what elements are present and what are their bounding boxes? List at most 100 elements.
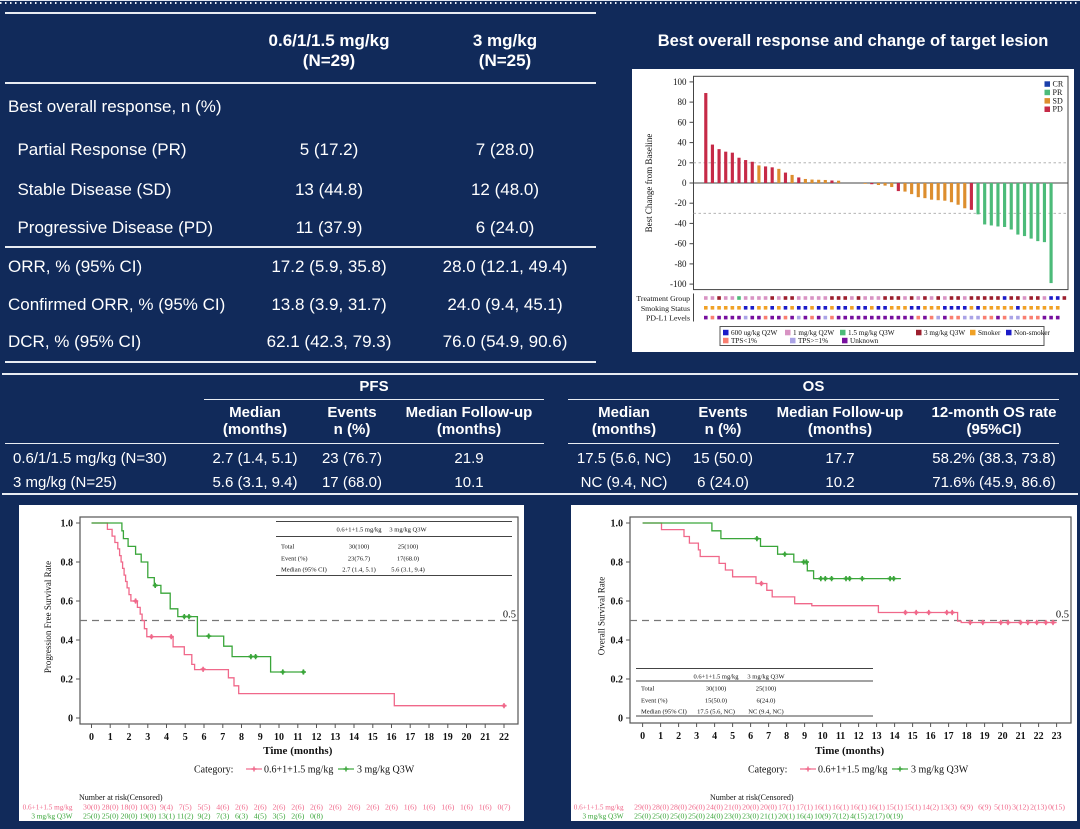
svg-text:2(6): 2(6)	[273, 803, 286, 812]
svg-text:100: 100	[673, 77, 687, 87]
svg-text:22: 22	[499, 732, 509, 743]
svg-text:Event (%): Event (%)	[281, 556, 308, 563]
svg-text:14: 14	[349, 732, 359, 743]
svg-text:Treatment Group: Treatment Group	[636, 294, 690, 303]
svg-text:17(1): 17(1)	[796, 803, 813, 812]
svg-text:16(1): 16(1)	[850, 803, 867, 812]
svg-text:3 mg/kg Q3W: 3 mg/kg Q3W	[747, 674, 785, 681]
svg-text:16(1): 16(1)	[868, 803, 885, 812]
svg-text:24(0): 24(0)	[706, 803, 723, 812]
svg-text:2(6): 2(6)	[235, 803, 248, 812]
svg-text:17.5 (5.6, NC): 17.5 (5.6, NC)	[697, 709, 735, 716]
svg-text:25(100): 25(100)	[756, 686, 777, 693]
svg-text:0.5: 0.5	[1056, 610, 1069, 621]
svg-text:0.6+1+1.5 mg/kg: 0.6+1+1.5 mg/kg	[264, 765, 333, 776]
svg-text:TPS<1%: TPS<1%	[731, 337, 757, 345]
svg-text:0(15): 0(15)	[1048, 803, 1065, 812]
svg-text:16: 16	[387, 732, 397, 743]
svg-text:15: 15	[368, 732, 378, 743]
svg-text:1(6): 1(6)	[423, 803, 436, 812]
svg-text:25(0): 25(0)	[634, 812, 651, 821]
svg-text:20(0): 20(0)	[121, 812, 138, 821]
svg-text:1(6): 1(6)	[479, 803, 492, 812]
svg-text:PR: PR	[1053, 88, 1063, 97]
svg-text:15(50.0): 15(50.0)	[705, 698, 727, 705]
svg-text:20(0): 20(0)	[742, 803, 759, 812]
svg-text:0(19): 0(19)	[886, 812, 903, 821]
svg-text:0.6+1+1.5 mg/kg: 0.6+1+1.5 mg/kg	[693, 674, 739, 681]
svg-text:20: 20	[462, 732, 472, 743]
svg-text:0: 0	[682, 178, 687, 188]
svg-text:16(1): 16(1)	[832, 803, 849, 812]
svg-text:9: 9	[802, 731, 807, 742]
svg-text:12: 12	[854, 731, 864, 742]
svg-text:0.2: 0.2	[611, 675, 624, 686]
svg-text:24(0): 24(0)	[706, 812, 723, 821]
svg-text:21: 21	[480, 732, 490, 743]
svg-text:12: 12	[312, 732, 322, 743]
svg-text:-20: -20	[675, 198, 687, 208]
svg-text:2(13): 2(13)	[1030, 803, 1047, 812]
svg-text:0.6+1+1.5 mg/kg: 0.6+1+1.5 mg/kg	[818, 765, 887, 776]
svg-text:0.8: 0.8	[61, 558, 74, 569]
svg-text:21(1): 21(1)	[760, 812, 777, 821]
svg-text:30(100): 30(100)	[706, 686, 727, 693]
svg-text:0.6+1+1.5 mg/kg: 0.6+1+1.5 mg/kg	[574, 804, 624, 812]
svg-text:5: 5	[183, 732, 188, 743]
svg-text:SD: SD	[1053, 96, 1063, 105]
svg-text:3: 3	[694, 731, 699, 742]
svg-text:10: 10	[274, 732, 284, 743]
svg-text:6(9): 6(9)	[960, 803, 973, 812]
svg-text:3 mg/kg Q3W: 3 mg/kg Q3W	[357, 765, 415, 776]
svg-text:Total: Total	[641, 686, 654, 693]
svg-text:1(6): 1(6)	[460, 803, 473, 812]
svg-text:14: 14	[890, 731, 900, 742]
svg-text:25(100): 25(100)	[398, 544, 419, 551]
svg-text:9: 9	[258, 732, 263, 743]
svg-text:3(12): 3(12)	[1012, 803, 1029, 812]
svg-text:0.6+1+1.5 mg/kg: 0.6+1+1.5 mg/kg	[23, 804, 73, 812]
svg-text:25(0): 25(0)	[670, 812, 687, 821]
svg-text:-40: -40	[675, 218, 687, 228]
svg-text:0.5: 0.5	[503, 610, 516, 621]
svg-text:Median (95% CI): Median (95% CI)	[641, 709, 687, 716]
svg-text:5(5): 5(5)	[198, 803, 211, 812]
svg-text:2(6): 2(6)	[348, 803, 361, 812]
svg-text:13(1): 13(1)	[158, 812, 175, 821]
svg-text:Non-smoker: Non-smoker	[1014, 329, 1051, 337]
svg-text:0.6+1+1.5 mg/kg: 0.6+1+1.5 mg/kg	[336, 527, 382, 534]
svg-text:19: 19	[443, 732, 453, 743]
svg-text:5(10): 5(10)	[994, 803, 1011, 812]
svg-text:1.0: 1.0	[611, 519, 624, 530]
svg-text:Smoker: Smoker	[978, 329, 1001, 337]
svg-text:20(0): 20(0)	[760, 803, 777, 812]
svg-text:28(0): 28(0)	[670, 803, 687, 812]
svg-text:PD-L1 Levels: PD-L1 Levels	[646, 314, 690, 323]
svg-text:7: 7	[766, 731, 771, 742]
svg-text:3 mg/kg Q3W: 3 mg/kg Q3W	[911, 765, 969, 776]
svg-text:1: 1	[108, 732, 113, 743]
svg-text:3: 3	[145, 732, 150, 743]
svg-text:2(6): 2(6)	[366, 803, 379, 812]
svg-text:Progression Free Survival Rate: Progression Free Survival Rate	[43, 561, 53, 673]
svg-text:18: 18	[424, 732, 434, 743]
svg-text:5.6 (3.1, 9.4): 5.6 (3.1, 9.4)	[391, 567, 425, 574]
svg-text:60: 60	[678, 117, 688, 127]
svg-text:2(6): 2(6)	[254, 803, 267, 812]
svg-text:2(6): 2(6)	[385, 803, 398, 812]
svg-text:1: 1	[658, 731, 663, 742]
svg-text:4: 4	[164, 732, 169, 743]
svg-text:15(1): 15(1)	[904, 803, 921, 812]
svg-text:13(3): 13(3)	[940, 803, 957, 812]
svg-text:600 ug/kg Q2W: 600 ug/kg Q2W	[731, 329, 778, 337]
svg-text:Number at risk(Censored): Number at risk(Censored)	[710, 793, 794, 802]
svg-text:7(5): 7(5)	[179, 803, 192, 812]
svg-text:19: 19	[980, 731, 990, 742]
svg-text:22: 22	[1034, 731, 1044, 742]
svg-text:TPS>=1%: TPS>=1%	[798, 337, 828, 345]
svg-text:25(0): 25(0)	[102, 812, 119, 821]
svg-text:Best Change from Baseline: Best Change from Baseline	[644, 134, 654, 233]
svg-text:4(6): 4(6)	[216, 803, 229, 812]
svg-text:Event (%): Event (%)	[641, 698, 668, 705]
svg-text:6(9): 6(9)	[978, 803, 991, 812]
